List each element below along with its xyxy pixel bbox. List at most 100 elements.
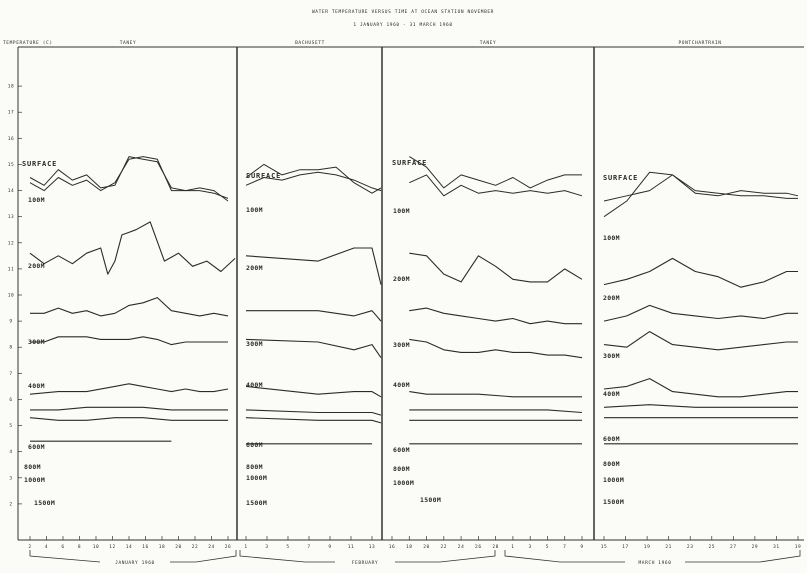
series-100m-line-p2 (245, 171, 382, 192)
x-tick-label: 9 (328, 544, 331, 550)
label-200m-p1: 200M (28, 262, 45, 270)
label-100m-p1: 100M (28, 196, 45, 204)
label-1000m-p4: 1000M (603, 476, 624, 484)
label-400m-p2: 400M (246, 381, 263, 389)
label-600m-p3: 600M (393, 446, 410, 454)
x-tick-label: 25 (708, 544, 715, 550)
y-tick-label: 13 (8, 214, 15, 220)
x-tick-label: 14 (126, 544, 133, 550)
series-1000m-line-p1 (29, 417, 228, 421)
series-100m-line-p4 (603, 174, 798, 202)
x-tick-label: 24 (208, 544, 215, 550)
series-surface-line-p1 (29, 156, 229, 202)
x-tick-label: 16 (142, 544, 149, 550)
y-tick-label: 15 (8, 162, 15, 168)
label-surface-p3: SURFACE (392, 159, 427, 167)
series-800m-line-p3 (409, 409, 583, 414)
x-tick-label: 28 (492, 544, 499, 550)
x-tick-label: 17 (622, 544, 629, 550)
x-tick-label: 8 (78, 544, 81, 550)
x-tick-label: 26 (225, 544, 232, 550)
label-surface-p4: SURFACE (603, 174, 638, 182)
x-tick-label: 3 (265, 544, 268, 550)
x-tick-label: 18 (406, 544, 413, 550)
x-tick-label: 9 (580, 544, 583, 550)
label-1000m-p1: 1000M (24, 476, 45, 484)
series-200m-line-p2 (245, 247, 382, 285)
x-tick-label: 5 (546, 544, 549, 550)
label-600m-p1: 600M (28, 443, 45, 451)
x-tick-label: 19 (795, 544, 802, 550)
series-300m-line-p4 (603, 304, 798, 322)
series-400m-line-p2 (245, 338, 382, 359)
series-400m-line-p1 (30, 336, 228, 346)
chart-title: WATER TEMPERATURE VERSUS TIME AT OCEAN S… (312, 9, 494, 15)
label-1500m-p1: 1500M (34, 499, 55, 507)
x-tick-label: 19 (644, 544, 651, 550)
y-tick-label: 8 (9, 345, 12, 351)
label-800m-p1: 800M (24, 463, 41, 471)
label-400m-p4: 400M (603, 390, 620, 398)
x-tick-label: 2 (28, 544, 31, 550)
x-tick-label: 1 (244, 544, 247, 550)
x-tick-label: 27 (730, 544, 737, 550)
label-800m-p4: 800M (603, 460, 620, 468)
label-300m-p2: 300M (246, 340, 263, 348)
x-tick-label: 1 (511, 544, 514, 550)
series-surface-line-p2 (245, 163, 382, 194)
panel-header-3: TANEY (480, 40, 497, 46)
series-800m-line-p2 (245, 409, 382, 416)
x-tick-label: 13 (369, 544, 376, 550)
x-tick-label: 24 (458, 544, 465, 550)
label-1500m-p4: 1500M (603, 498, 624, 506)
x-tick-label: 22 (441, 544, 448, 550)
y-tick-label: 10 (8, 293, 15, 299)
series-200m-line-p3 (409, 252, 583, 283)
y-tick-label: 4 (9, 449, 12, 455)
series-200m-line-p4 (603, 257, 798, 288)
series-400m-line-p4 (603, 331, 798, 351)
y-tick-label: 11 (8, 266, 15, 272)
x-tick-label: 15 (601, 544, 608, 550)
y-tick-label: 7 (9, 371, 12, 377)
x-tick-label: 7 (307, 544, 310, 550)
label-300m-p4: 300M (603, 352, 620, 360)
x-tick-label: 12 (109, 544, 116, 550)
label-surface-p2: SURFACE (246, 172, 281, 180)
month-label-january: JANUARY 1960 (115, 560, 155, 566)
label-600m-p2: 600M (246, 441, 263, 449)
y-axis-label: TEMPERATURE (C) (3, 40, 53, 46)
label-1000m-p2: 1000M (246, 474, 267, 482)
panel-header-2: BACHUSETT (295, 40, 325, 46)
chart-subtitle: 1 JANUARY 1960 - 31 MARCH 1960 (353, 22, 452, 28)
label-1500m-p3: 1500M (420, 496, 441, 504)
label-100m-p4: 100M (603, 234, 620, 242)
series-surface-line-p4 (603, 171, 799, 218)
series-300m-line-p3 (409, 307, 582, 325)
x-tick-label: 22 (192, 544, 199, 550)
series-800m-line-p1 (30, 406, 228, 411)
label-100m-p2: 100M (246, 206, 263, 214)
x-tick-label: 4 (45, 544, 48, 550)
y-tick-label: 5 (9, 423, 12, 429)
panel-header-1: TANEY (120, 40, 137, 46)
x-tick-label: 21 (665, 544, 672, 550)
month-label-march: MARCH 1960 (638, 560, 671, 566)
series-600m-line-p1 (29, 383, 229, 395)
y-tick-label: 12 (8, 240, 15, 246)
label-800m-p3: 800M (393, 465, 410, 473)
label-100m-p3: 100M (393, 207, 410, 215)
x-tick-label: 29 (752, 544, 759, 550)
series-1000m-line-p2 (245, 417, 382, 424)
y-tick-label: 17 (8, 110, 15, 116)
label-300m-p3: 300M (393, 341, 410, 349)
month-brace-march-gap (625, 558, 685, 566)
y-tick-label: 2 (9, 501, 12, 507)
month-brace-january-gap (100, 558, 170, 566)
label-300m-p1: 300M (28, 338, 45, 346)
y-tick-label: 16 (8, 136, 15, 142)
label-200m-p2: 200M (246, 264, 263, 272)
series-surface-line-p3 (409, 156, 582, 189)
x-tick-label: 20 (423, 544, 430, 550)
